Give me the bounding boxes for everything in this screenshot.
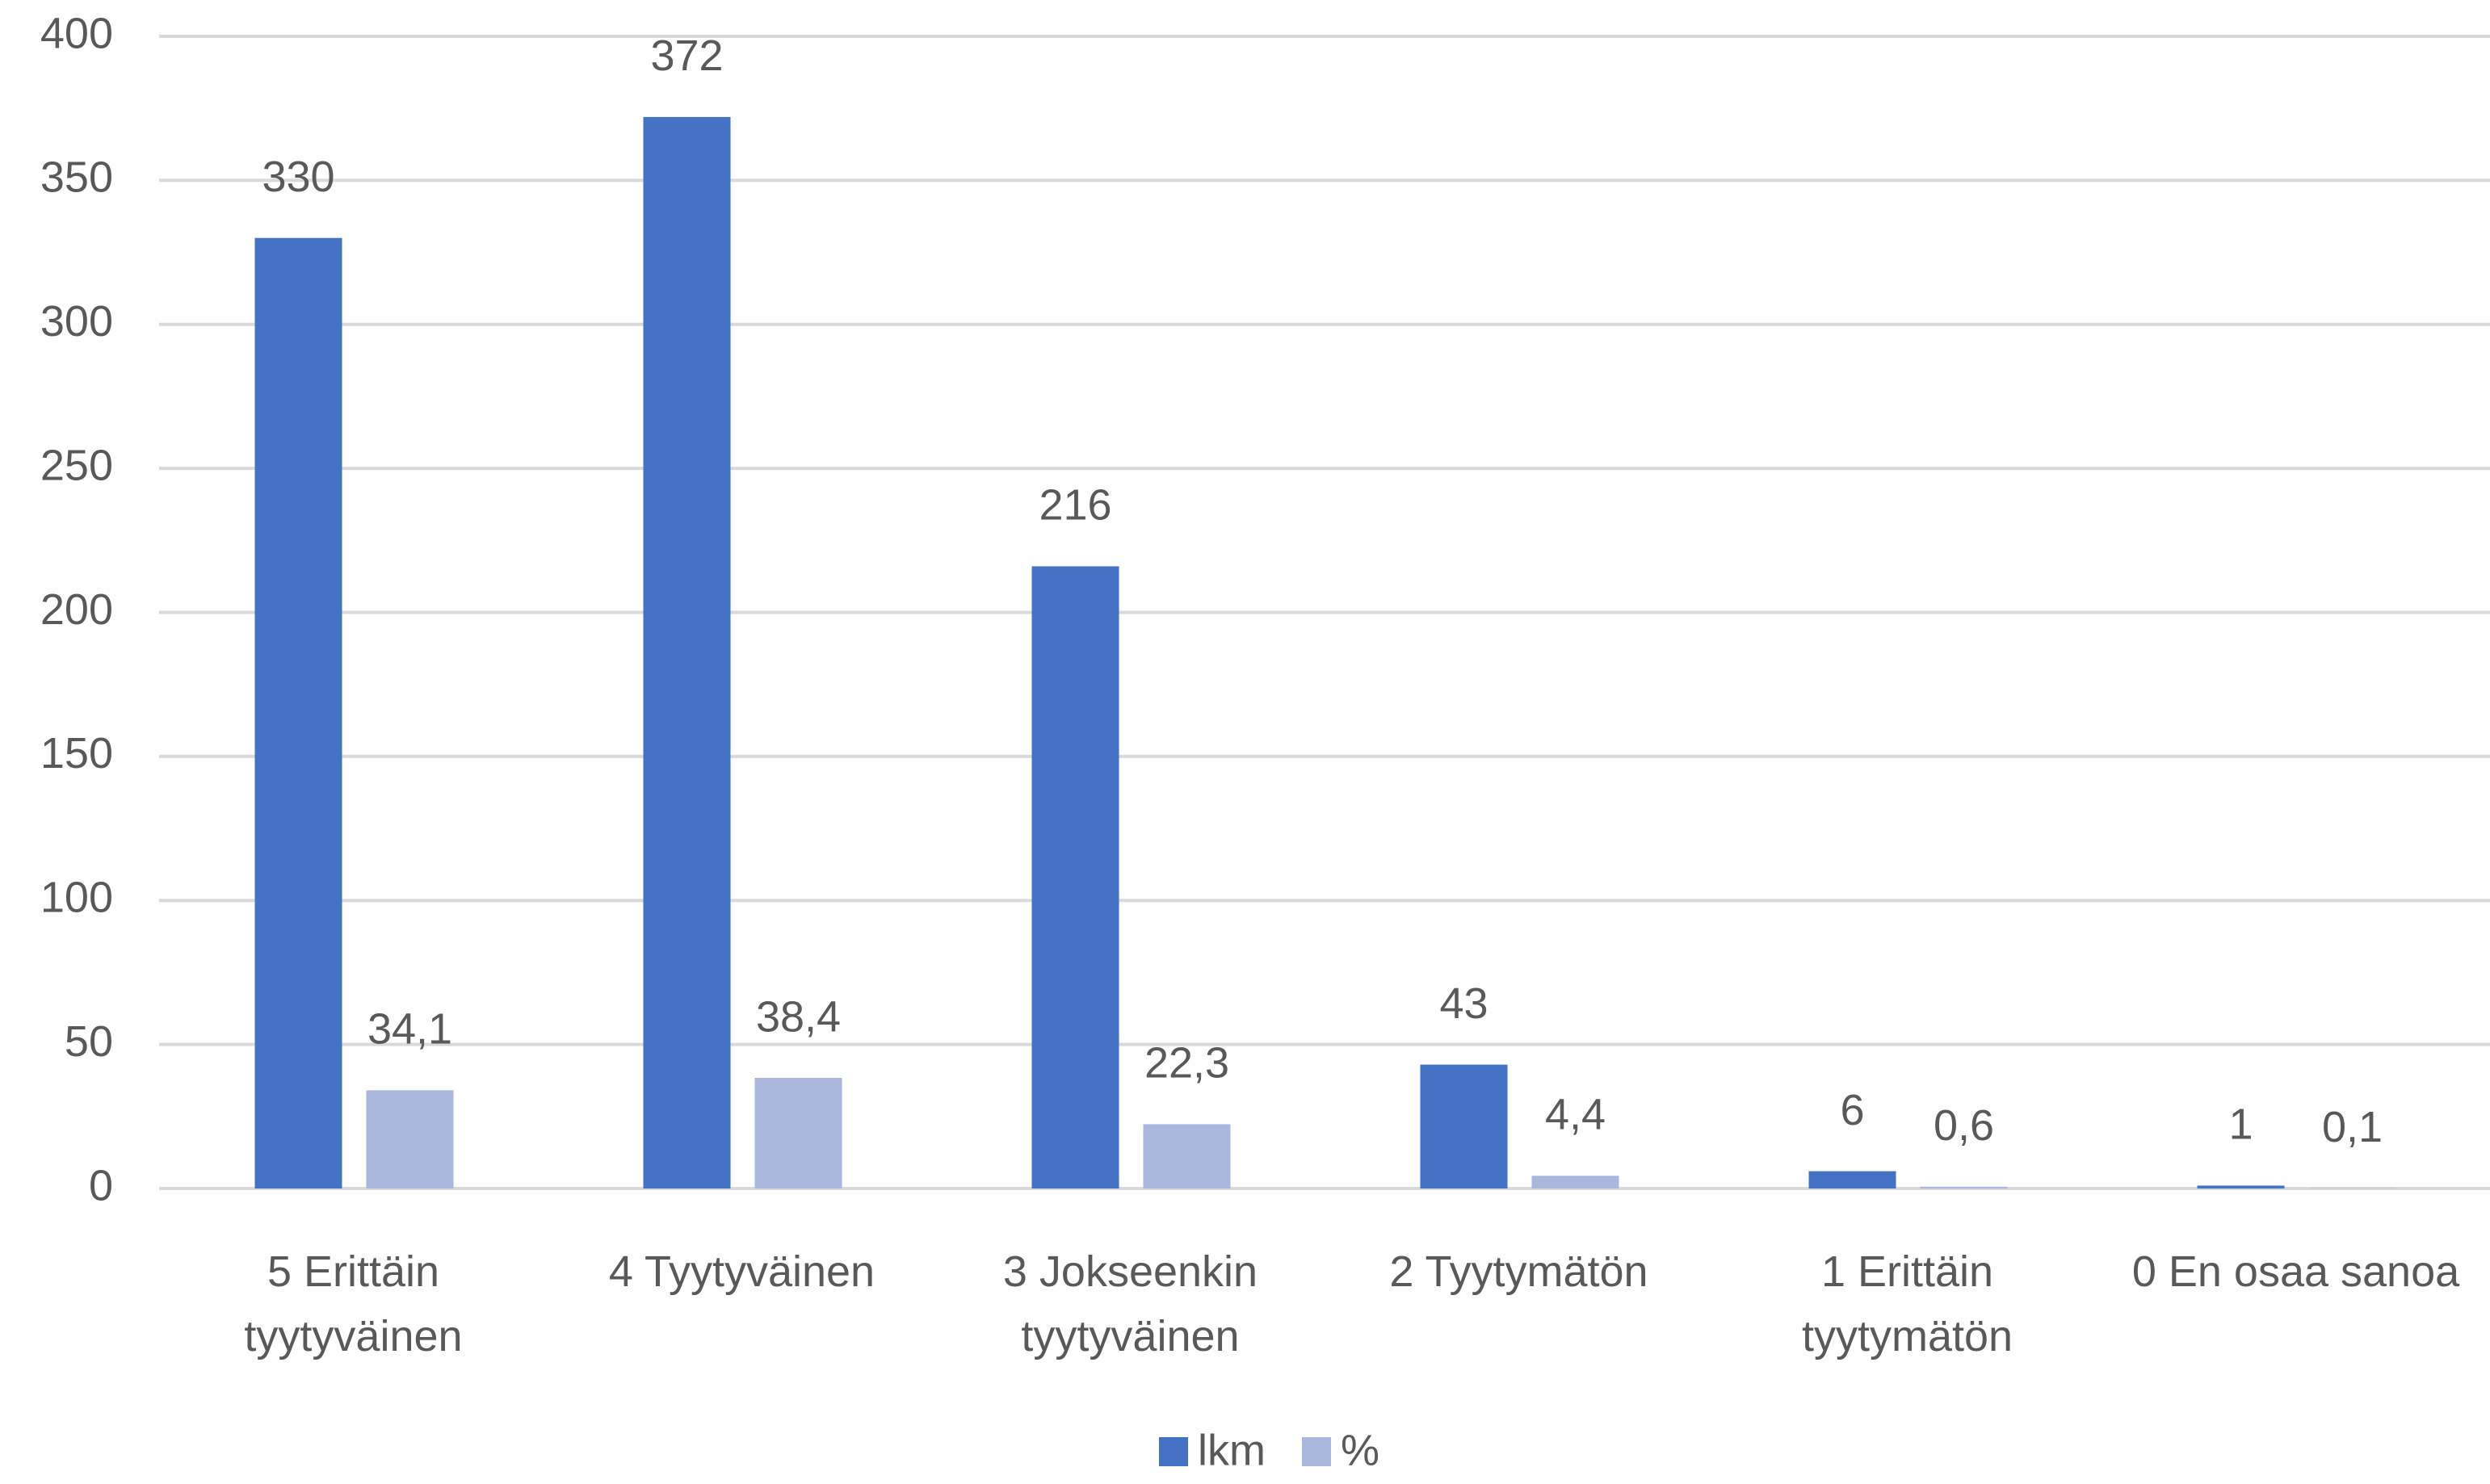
data-label: 34,1 xyxy=(367,1005,452,1054)
bar xyxy=(1420,1064,1508,1188)
x-tick-label: 4 Tyytyväinen xyxy=(608,1247,875,1296)
bar xyxy=(1531,1176,1619,1188)
data-label: 22,3 xyxy=(1144,1039,1229,1088)
data-label: 372 xyxy=(650,31,723,80)
y-tick-label: 250 xyxy=(40,441,113,489)
legend-label: % xyxy=(1341,1426,1379,1474)
data-label: 1 xyxy=(2228,1100,2253,1149)
data-label: 38,4 xyxy=(756,992,841,1041)
y-tick-label: 400 xyxy=(40,9,113,57)
y-tick-label: 50 xyxy=(65,1017,113,1066)
y-tick-label: 350 xyxy=(40,153,113,202)
x-tick-label: 3 Jokseenkin tyytyväinen xyxy=(1002,1247,1258,1360)
y-tick-label: 100 xyxy=(40,874,113,922)
bar xyxy=(366,1090,454,1188)
x-tick-label: 0 En osaa sanoa xyxy=(2131,1247,2460,1296)
data-label: 0,1 xyxy=(2322,1103,2383,1151)
data-label: 330 xyxy=(262,153,334,201)
x-tick-label: 2 Tyytymätön xyxy=(1389,1247,1648,1296)
bar xyxy=(643,116,731,1188)
bar xyxy=(1808,1171,1896,1188)
bar xyxy=(254,237,342,1189)
data-label: 4,4 xyxy=(1545,1091,1606,1139)
bar xyxy=(1920,1186,2008,1188)
data-label: 43 xyxy=(1439,979,1488,1028)
bar xyxy=(754,1078,842,1188)
bar xyxy=(1143,1124,1231,1188)
data-label: 216 xyxy=(1039,481,1111,530)
legend-swatch xyxy=(1301,1437,1331,1466)
y-tick-label: 150 xyxy=(40,729,113,778)
bar xyxy=(1031,566,1119,1188)
legend-swatch xyxy=(1159,1437,1188,1466)
y-tick-label: 0 xyxy=(89,1161,113,1209)
legend-label: lkm xyxy=(1198,1426,1266,1474)
x-tick-label: 1 Erittäin tyytymätön xyxy=(1801,1247,2013,1360)
data-label: 0,6 xyxy=(1934,1101,1994,1150)
bar xyxy=(2197,1185,2285,1188)
y-tick-label: 300 xyxy=(40,297,113,346)
y-tick-label: 200 xyxy=(40,585,113,634)
data-label: 6 xyxy=(1840,1086,1864,1134)
x-tick-label: 5 Erittäin tyytyväinen xyxy=(244,1247,463,1360)
